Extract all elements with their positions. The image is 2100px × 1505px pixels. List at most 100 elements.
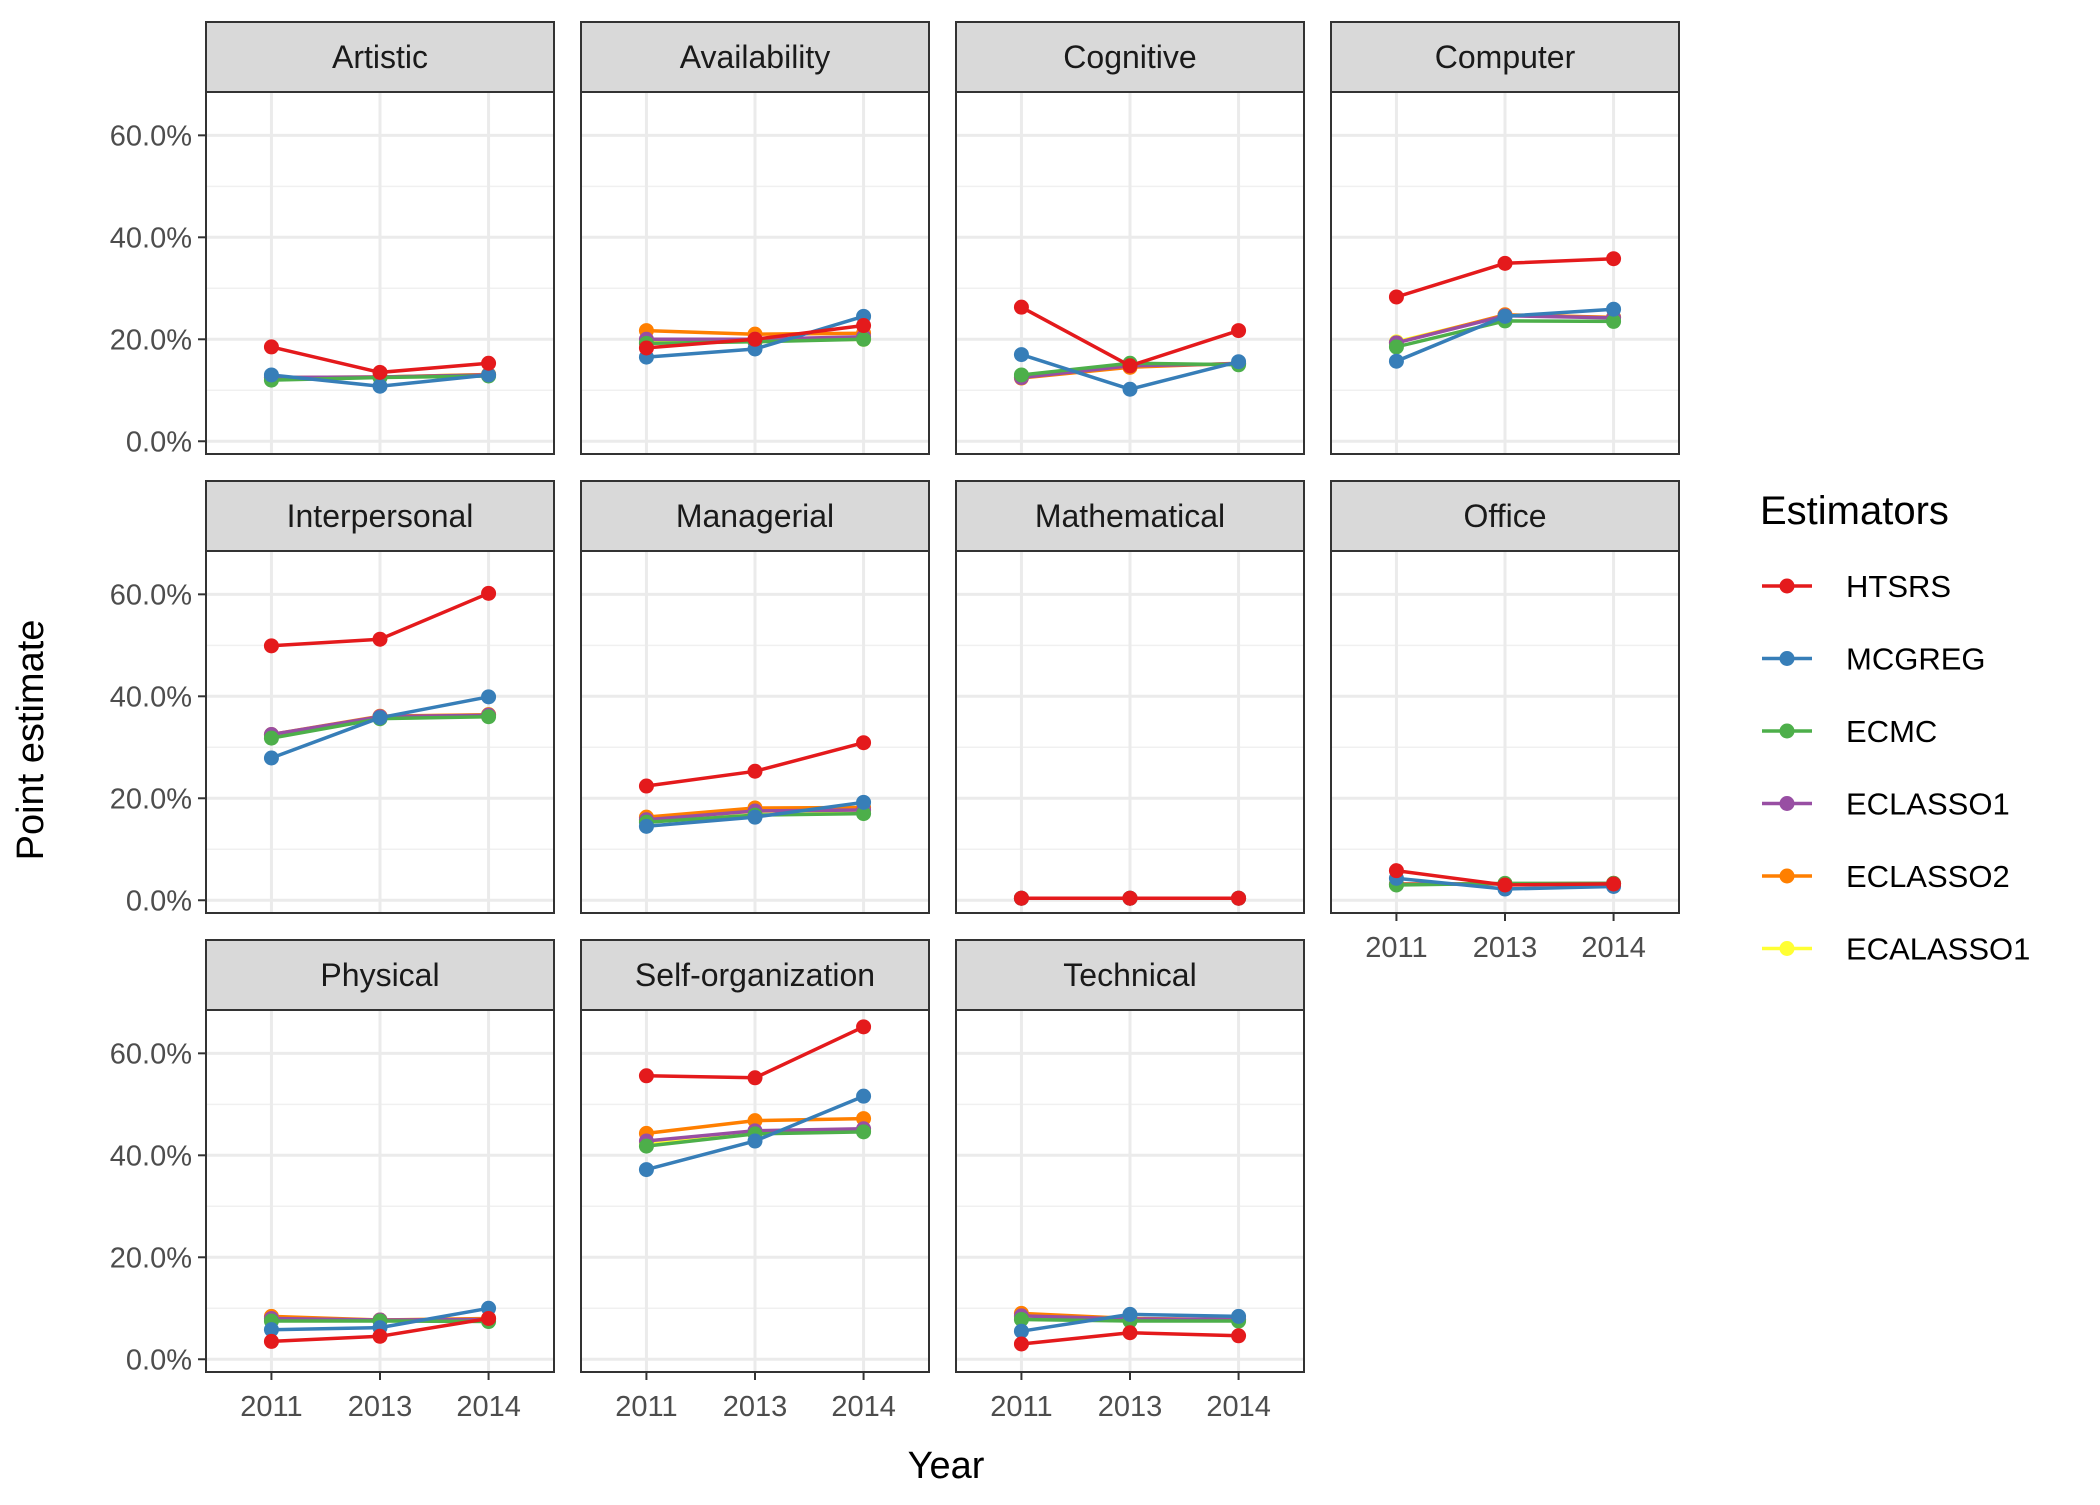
data-point-htsrs — [1013, 1336, 1029, 1352]
y-tick-label: 40.0% — [110, 1140, 192, 1172]
x-tick-label: 2013 — [1098, 1391, 1163, 1423]
legend-item-eclasso1: ECLASSO1 — [1762, 787, 2010, 822]
data-point-mcgreg — [372, 378, 388, 394]
data-point-mcgreg — [263, 367, 279, 383]
data-point-htsrs — [263, 1333, 279, 1349]
data-point-htsrs — [1013, 299, 1029, 315]
data-point-mcgreg — [747, 1133, 763, 1149]
data-point-mcgreg — [856, 1088, 872, 1104]
y-tick-label: 0.0% — [126, 1344, 192, 1376]
data-point-mcgreg — [481, 367, 497, 383]
data-point-mcgreg — [263, 750, 279, 766]
strip-label-self-organization: Self-organization — [635, 957, 875, 993]
x-tick-label: 2011 — [1365, 932, 1427, 964]
x-tick-label: 2013 — [1473, 932, 1538, 964]
panel-border-cognitive — [955, 91, 1305, 455]
data-point-mcgreg — [638, 818, 654, 834]
data-point-mcgreg — [481, 689, 497, 705]
data-point-htsrs — [1606, 876, 1622, 892]
data-point-mcgreg — [747, 809, 763, 825]
legend-key-point — [1779, 796, 1795, 811]
strip-label-computer: Computer — [1435, 39, 1576, 75]
x-tick-label: 2011 — [240, 1391, 302, 1423]
data-point-htsrs — [1606, 251, 1622, 267]
y-tick-label: 60.0% — [110, 579, 192, 611]
strip-label-physical: Physical — [320, 957, 439, 993]
data-point-htsrs — [481, 1310, 497, 1326]
strip-label-availability: Availability — [680, 39, 831, 75]
panel-interpersonal: Interpersonal 0.0% 20.0% 40.0% 60.0% — [110, 480, 555, 917]
data-point-htsrs — [372, 1328, 388, 1344]
strip-label-cognitive: Cognitive — [1063, 39, 1196, 75]
panel-artistic: Artistic 0.0% 20.0% 40.0% 60.0% — [110, 21, 555, 458]
data-point-mcgreg — [1231, 1308, 1247, 1324]
y-tick-label: 60.0% — [110, 1038, 192, 1070]
data-point-htsrs — [1122, 890, 1138, 906]
data-point-htsrs — [1388, 863, 1404, 879]
panel-computer: Computer — [1330, 21, 1680, 455]
data-point-htsrs — [263, 339, 279, 355]
data-point-htsrs — [638, 778, 654, 794]
panel-border-computer — [1330, 91, 1680, 455]
legend-key-point — [1779, 723, 1795, 739]
panel-cognitive: Cognitive — [955, 21, 1305, 455]
x-tick-label: 2013 — [723, 1391, 788, 1423]
panel-managerial: Managerial — [580, 480, 930, 914]
data-point-mcgreg — [1388, 353, 1404, 369]
panel-mathematical: Mathematical — [955, 480, 1305, 914]
data-point-htsrs — [372, 631, 388, 647]
data-point-htsrs — [1388, 289, 1404, 305]
data-point-ecmc — [856, 806, 872, 822]
legend-key-point — [1779, 578, 1795, 594]
data-point-htsrs — [1497, 877, 1513, 893]
data-point-ecmc — [856, 1124, 872, 1140]
y-tick-label: 0.0% — [126, 426, 192, 458]
legend-item-eclasso2: ECLASSO2 — [1762, 859, 2010, 894]
data-point-mcgreg — [1606, 301, 1622, 317]
x-tick-label: 2014 — [456, 1391, 521, 1423]
data-point-htsrs — [481, 355, 497, 371]
data-point-ecmc — [1013, 1311, 1029, 1327]
legend-label: ECLASSO2 — [1846, 859, 2010, 894]
x-tick-label: 2013 — [348, 1391, 413, 1423]
strip-office — [1330, 480, 1680, 552]
panel-border-managerial — [580, 550, 930, 914]
strip-interpersonal — [205, 480, 555, 552]
legend-label: MCGREG — [1846, 642, 1986, 677]
data-point-ecmc — [1388, 339, 1404, 355]
strip-mathematical — [955, 480, 1305, 552]
data-point-htsrs — [1231, 890, 1247, 906]
data-point-htsrs — [1122, 358, 1138, 374]
data-point-htsrs — [638, 340, 654, 356]
data-point-htsrs — [1497, 255, 1513, 271]
data-point-htsrs — [263, 638, 279, 654]
x-tick-label: 2011 — [615, 1391, 677, 1423]
data-point-htsrs — [1231, 1328, 1247, 1344]
data-point-htsrs — [747, 1070, 763, 1086]
legend-item-htsrs: HTSRS — [1762, 569, 1951, 604]
legend-label: ECMC — [1846, 714, 1937, 749]
data-point-htsrs — [856, 318, 872, 334]
x-tick-label: 2014 — [1581, 932, 1646, 964]
data-point-mcgreg — [1013, 347, 1029, 363]
data-point-ecmc — [856, 331, 872, 347]
legend-title: Estimators — [1760, 489, 1949, 533]
panel-availability: Availability — [580, 21, 930, 455]
data-point-ecmc — [1013, 367, 1029, 383]
x-tick-label: 2011 — [990, 1391, 1052, 1423]
facet-panels: Artistic 0.0% 20.0% 40.0% 60.0% Availability C… — [110, 21, 1680, 1423]
data-point-htsrs — [747, 331, 763, 347]
data-point-htsrs — [1231, 323, 1247, 339]
strip-label-mathematical: Mathematical — [1035, 498, 1225, 534]
data-point-htsrs — [372, 364, 388, 380]
data-point-mcgreg — [1497, 308, 1513, 324]
strip-label-managerial: Managerial — [676, 498, 834, 534]
data-point-ecmc — [638, 1138, 654, 1154]
legend-label: HTSRS — [1846, 569, 1951, 604]
y-tick-label: 60.0% — [110, 120, 192, 152]
data-point-mcgreg — [263, 1322, 279, 1338]
panel-border-availability — [580, 91, 930, 455]
legend-item-ecmc: ECMC — [1762, 714, 1937, 749]
x-axis-title: Year — [908, 1445, 985, 1487]
